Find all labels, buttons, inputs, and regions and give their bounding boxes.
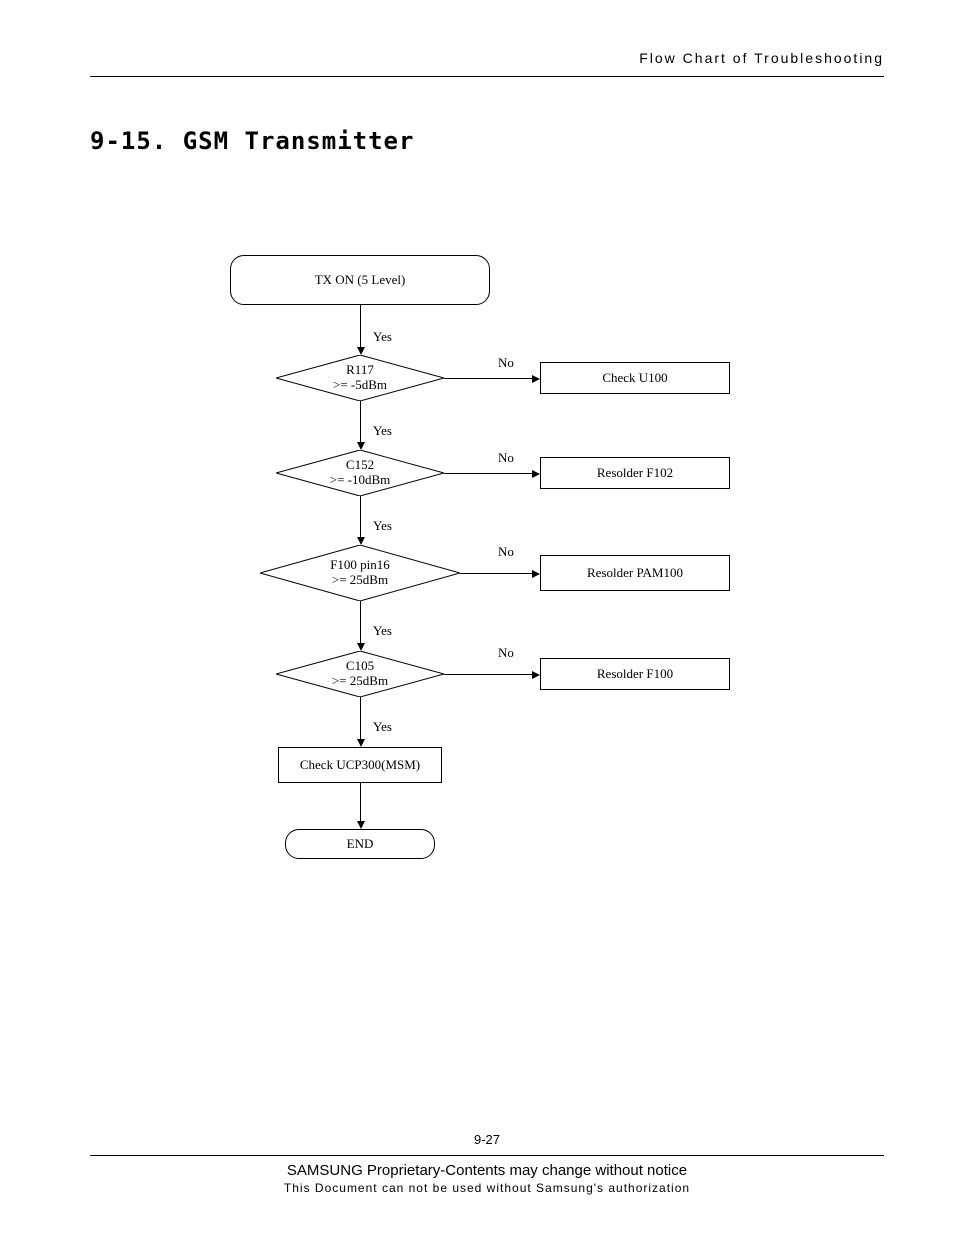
node-d2-label-l1: C152 bbox=[276, 458, 444, 473]
node-p5-label: Check UCP300(MSM) bbox=[300, 757, 420, 773]
edge-label-no: No bbox=[498, 355, 514, 371]
node-p4: Resolder F100 bbox=[540, 658, 730, 690]
node-end: END bbox=[285, 829, 435, 859]
footer-authorization: This Document can not be used without Sa… bbox=[90, 1181, 884, 1195]
footer-proprietary: SAMSUNG Proprietary-Contents may change … bbox=[90, 1162, 884, 1179]
edge-label-no: No bbox=[498, 544, 514, 560]
node-d2: C152 >= -10dBm bbox=[276, 450, 444, 496]
edge-label-no: No bbox=[498, 645, 514, 661]
arrow-right-icon bbox=[532, 570, 540, 578]
node-p3: Resolder PAM100 bbox=[540, 555, 730, 591]
edge-line bbox=[360, 783, 361, 823]
node-p3-label: Resolder PAM100 bbox=[587, 565, 683, 581]
node-d1: R117 >= -5dBm bbox=[276, 355, 444, 401]
edge-label-yes: Yes bbox=[373, 719, 392, 735]
node-d3: F100 pin16 >= 25dBm bbox=[260, 545, 460, 601]
node-p4-label: Resolder F100 bbox=[597, 666, 673, 682]
arrow-down-icon bbox=[357, 347, 365, 355]
edge-line bbox=[444, 674, 534, 675]
node-start-label: TX ON (5 Level) bbox=[315, 272, 406, 288]
footer: 9-27 SAMSUNG Proprietary-Contents may ch… bbox=[90, 1132, 884, 1195]
arrow-right-icon bbox=[532, 470, 540, 478]
edge-label-yes: Yes bbox=[373, 329, 392, 345]
header-running-title: Flow Chart of Troubleshooting bbox=[90, 50, 884, 66]
edge-line bbox=[460, 573, 534, 574]
edge-label-yes: Yes bbox=[373, 518, 392, 534]
edge-label-no: No bbox=[498, 450, 514, 466]
arrow-right-icon bbox=[532, 671, 540, 679]
node-start: TX ON (5 Level) bbox=[230, 255, 490, 305]
edge-label-yes: Yes bbox=[373, 623, 392, 639]
page-number: 9-27 bbox=[90, 1132, 884, 1147]
arrow-down-icon bbox=[357, 537, 365, 545]
node-p2: Resolder F102 bbox=[540, 457, 730, 489]
node-d2-label-l2: >= -10dBm bbox=[276, 473, 444, 488]
node-end-label: END bbox=[347, 836, 374, 852]
flowchart: TX ON (5 Level) Yes R117 >= -5dBm No Che… bbox=[230, 255, 830, 935]
header-rule bbox=[90, 76, 884, 77]
node-p1-label: Check U100 bbox=[602, 370, 667, 386]
edge-line bbox=[360, 401, 361, 444]
edge-label-yes: Yes bbox=[373, 423, 392, 439]
arrow-down-icon bbox=[357, 442, 365, 450]
node-p5: Check UCP300(MSM) bbox=[278, 747, 442, 783]
edge-line bbox=[444, 473, 534, 474]
arrow-down-icon bbox=[357, 821, 365, 829]
footer-rule bbox=[90, 1155, 884, 1156]
node-d4: C105 >= 25dBm bbox=[276, 651, 444, 697]
node-d4-label-l2: >= 25dBm bbox=[276, 674, 444, 689]
node-d1-label-l1: R117 bbox=[276, 363, 444, 378]
node-p1: Check U100 bbox=[540, 362, 730, 394]
edge-line bbox=[444, 378, 534, 379]
node-p2-label: Resolder F102 bbox=[597, 465, 673, 481]
node-d1-label-l2: >= -5dBm bbox=[276, 378, 444, 393]
section-title: 9-15. GSM Transmitter bbox=[90, 127, 884, 155]
edge-line bbox=[360, 305, 361, 349]
arrow-right-icon bbox=[532, 375, 540, 383]
node-d4-label-l1: C105 bbox=[276, 659, 444, 674]
edge-line bbox=[360, 496, 361, 539]
arrow-down-icon bbox=[357, 739, 365, 747]
node-d3-label-l1: F100 pin16 bbox=[260, 558, 460, 573]
node-d3-label-l2: >= 25dBm bbox=[260, 573, 460, 588]
edge-line bbox=[360, 697, 361, 741]
edge-line bbox=[360, 601, 361, 645]
arrow-down-icon bbox=[357, 643, 365, 651]
